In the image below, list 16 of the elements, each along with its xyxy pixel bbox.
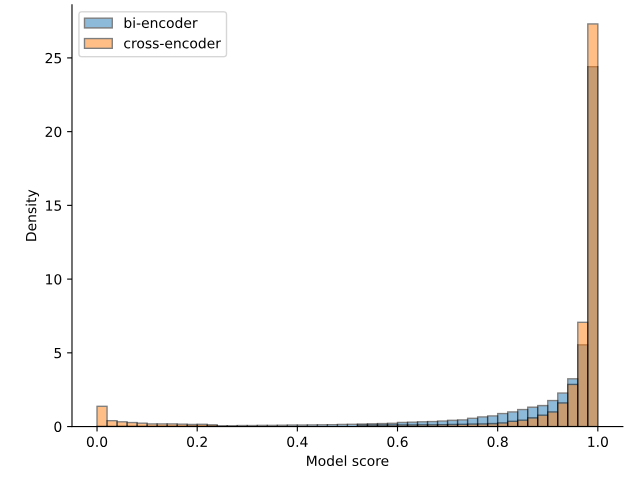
y-tick-label: 0 <box>54 422 62 432</box>
legend-label: bi-encoder <box>124 17 198 28</box>
x-axis-title: Model score <box>307 455 388 466</box>
x-tick-label: 0.2 <box>187 436 207 448</box>
x-tick-label: 0.6 <box>387 436 408 448</box>
y-tick-label: 10 <box>46 274 62 285</box>
x-tick-label: 1.0 <box>588 436 608 448</box>
y-tick-label: 20 <box>46 126 62 138</box>
x-tick-label: 0.8 <box>488 436 508 448</box>
legend-label: cross-encoder <box>124 38 221 48</box>
y-axis-title: Density <box>26 190 40 241</box>
y-tick-label: 15 <box>46 200 62 211</box>
x-tick-label: 0.0 <box>86 436 108 448</box>
x-tick-label: 0.4 <box>287 436 308 448</box>
y-tick-label: 25 <box>46 52 62 64</box>
y-tick-label: 5 <box>54 348 62 358</box>
